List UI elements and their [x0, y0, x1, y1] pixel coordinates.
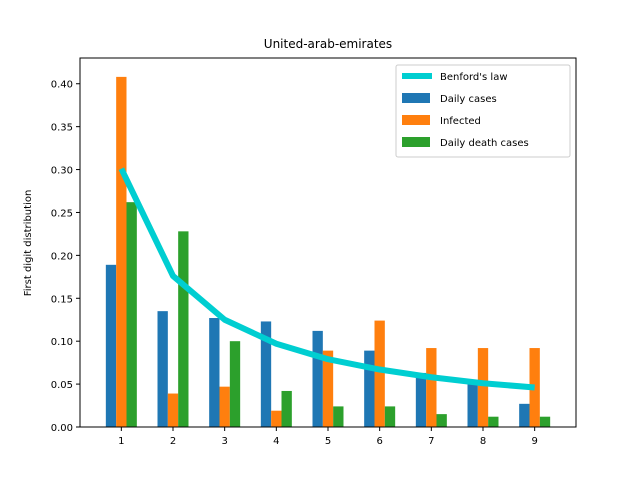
bar-daily-cases-3	[209, 318, 220, 427]
legend-label-daily-death-cases: Daily death cases	[440, 138, 529, 149]
bar-daily-cases-2	[157, 311, 168, 427]
legend-swatch-infected	[402, 115, 430, 125]
bar-daily-cases-6	[364, 350, 375, 427]
legend-label-benford-s-law: Benford's law	[440, 72, 508, 83]
x-tick-label-5: 5	[325, 436, 331, 447]
y-tick-label-0.05: 0.05	[51, 380, 73, 391]
bar-infected-1	[116, 76, 127, 428]
bar-infected-6	[374, 320, 385, 427]
bar-daily-death-cases-4	[281, 390, 292, 427]
bar-daily-death-cases-6	[384, 406, 396, 427]
x-tick-label-1: 1	[118, 436, 124, 447]
bar-infected-2	[167, 393, 179, 427]
x-tick-label-9: 9	[531, 436, 537, 447]
y-tick-label-0.25: 0.25	[51, 208, 73, 219]
bar-daily-death-cases-3	[229, 341, 241, 427]
x-tick-label-8: 8	[480, 436, 486, 447]
x-tick-label-6: 6	[376, 436, 382, 447]
y-axis-label: First digit distribution	[23, 190, 34, 297]
chart-title: United-arab-emirates	[264, 37, 392, 51]
legend-swatch-daily-cases	[402, 93, 430, 103]
x-tick-label-4: 4	[273, 436, 279, 447]
y-tick-label-0.40: 0.40	[51, 80, 73, 91]
bar-infected-4	[271, 410, 282, 427]
y-tick-label-0.00: 0.00	[51, 423, 73, 434]
bar-infected-7	[426, 348, 437, 427]
bar-daily-death-cases-8	[488, 416, 499, 427]
x-tick-label-2: 2	[170, 436, 176, 447]
bar-infected-3	[219, 386, 230, 427]
bar-daily-death-cases-9	[539, 416, 551, 427]
bar-daily-cases-7	[415, 372, 427, 427]
bar-daily-death-cases-5	[333, 406, 344, 427]
legend: Benford's law Daily cases Infected Daily de…	[395, 64, 571, 158]
bar-daily-cases-4	[260, 321, 272, 427]
bar-daily-death-cases-7	[436, 414, 447, 427]
bars-group	[105, 76, 551, 428]
y-tick-label-0.15: 0.15	[51, 294, 73, 305]
y-tick-label-0.10: 0.10	[51, 337, 73, 348]
bar-daily-cases-5	[312, 330, 323, 427]
bar-infected-8	[477, 348, 489, 427]
x-tick-label-7: 7	[428, 436, 434, 447]
legend-swatch-daily-death-cases	[402, 137, 430, 147]
bar-infected-5	[322, 350, 334, 427]
bar-daily-cases-8	[467, 382, 478, 427]
y-tick-label-0.20: 0.20	[51, 251, 73, 262]
y-tick-label-0.30: 0.30	[51, 166, 73, 177]
bar-daily-cases-9	[519, 403, 530, 427]
axes-group: 1 2 3 4 5 6 7 8 9 0.00 0.05 0.10 0.15 0.20 0.25 0.30 0.3…	[51, 57, 577, 447]
legend-box	[395, 64, 571, 158]
benford-line-group	[118, 167, 535, 391]
legend-label-infected: Infected	[440, 116, 481, 127]
bar-daily-death-cases-2	[178, 231, 189, 427]
y-tick-label-0.35: 0.35	[51, 123, 73, 134]
bar-daily-cases-1	[105, 264, 117, 427]
line-benford-s-law	[118, 167, 535, 391]
bar-daily-death-cases-1	[126, 202, 137, 427]
legend-label-daily-cases: Daily cases	[440, 94, 497, 105]
x-tick-label-3: 3	[221, 436, 227, 447]
